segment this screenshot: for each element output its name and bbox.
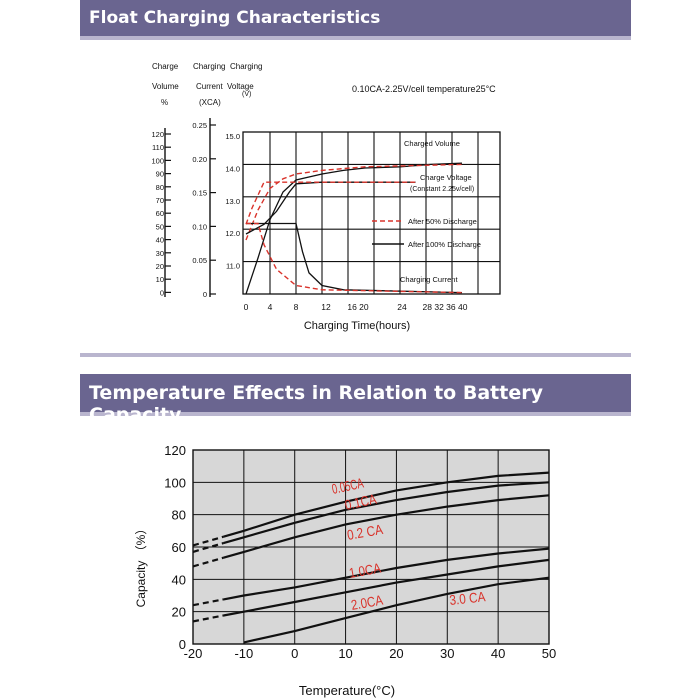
- volume-tick-label: 60: [156, 209, 164, 218]
- series-line-4: [245, 181, 416, 225]
- legend-label-100: After 100% Discharge: [408, 240, 481, 249]
- curve-label-1: 0.05CA: [330, 475, 365, 497]
- x-tick-label: 4: [268, 302, 273, 312]
- series-line-2: [245, 163, 463, 241]
- y-tick-label: 20: [172, 605, 186, 620]
- x-tick-label: 30: [440, 646, 454, 661]
- x-tick-label: 50: [542, 646, 556, 661]
- voltage-header-2: Voltage: [227, 82, 254, 91]
- curve-dashed-1: [192, 535, 224, 547]
- y-tick-label: 60: [172, 540, 186, 555]
- float-charging-chart: 0 4 8 12 16 20 24 28 32 36 40 Charging Time(hou…: [151, 62, 501, 332]
- volume-tick-label: 80: [156, 183, 164, 192]
- float-charging-title: Float Charging Characteristics: [89, 8, 381, 28]
- curve-label-6: 3.0 CA: [449, 588, 487, 608]
- current-tick-label: 0.20: [192, 155, 207, 164]
- volume-tick-label: 20: [156, 262, 164, 271]
- volume-tick-label: 70: [156, 196, 164, 205]
- x-tick-label: 20: [389, 646, 403, 661]
- curve-dashed-3: [192, 556, 224, 568]
- current-tick-label: 0: [203, 290, 207, 299]
- charged-volume-label: Charged Volume: [404, 139, 460, 148]
- curve-4: [223, 547, 550, 601]
- voltage-tick-label: 12.0: [225, 229, 240, 238]
- volume-tick-label: 40: [156, 236, 164, 245]
- temperature-banner: Temperature Effects in Relation to Batte…: [80, 374, 631, 426]
- volume-header-1: Charge: [152, 62, 179, 71]
- legend-label-50: After 50% Discharge: [408, 217, 477, 226]
- current-header-2: Current: [196, 82, 223, 91]
- charge-voltage-sub-label: (Constant 2.25v/cell): [410, 186, 474, 193]
- current-header-1: Charging: [193, 62, 225, 71]
- x-tick-label: 10: [338, 646, 352, 661]
- current-tick-label: 0.05: [192, 256, 207, 265]
- charge-voltage-label: Charge Voltage: [420, 173, 472, 182]
- curve-dashed-2: [192, 542, 224, 553]
- volume-header-2: Volume: [152, 82, 179, 91]
- volume-tick-label: 110: [152, 143, 164, 152]
- curve-dashed-4: [192, 598, 224, 607]
- curve-6: [243, 576, 550, 644]
- y-tick-label: 100: [164, 475, 186, 490]
- condition-label: 0.10CA-2.25V/cell temperature25°C: [352, 84, 496, 94]
- current-tick-label: 0.10: [192, 222, 207, 231]
- x-axis-title: Charging Time(hours): [304, 320, 410, 332]
- current-header-3: (XCA): [199, 98, 221, 107]
- voltage-tick-label: 11.0: [226, 262, 240, 271]
- x-tick-label: 8: [294, 302, 299, 312]
- x-tick-label: -10: [234, 646, 253, 661]
- volume-tick-label: 10: [156, 275, 164, 284]
- curve-label-3: 0.2 CA: [346, 521, 385, 543]
- y-tick-label: 40: [172, 572, 186, 587]
- x-tick-label: 24: [397, 302, 407, 312]
- volume-header-3: %: [161, 98, 168, 107]
- current-tick-label: 0.15: [192, 189, 207, 198]
- curve-5: [223, 558, 550, 617]
- series-line-5: [246, 222, 463, 294]
- section-divider: [80, 353, 631, 357]
- temperature-title: Temperature Effects in Relation to Batte…: [89, 382, 543, 426]
- voltage-tick-label: 14.0: [225, 164, 240, 173]
- voltage-tick-label: 15.0: [225, 132, 240, 141]
- volume-tick-label: 0: [160, 288, 164, 297]
- volume-tick-label: 100: [151, 156, 164, 165]
- series-line-6: [246, 222, 463, 294]
- curve-label-2: 0.1CA: [343, 491, 378, 513]
- y-tick-label: 0: [179, 637, 186, 652]
- x-tick-label: 0: [291, 646, 298, 661]
- x-tick-label: -20: [184, 646, 203, 661]
- curve-2: [223, 481, 550, 545]
- y-tick-label: 80: [172, 508, 186, 523]
- plot-frame: [242, 131, 501, 295]
- x-tick-label: 28 32 36 40: [423, 302, 468, 312]
- curve-label-5: 2.0CA: [350, 592, 385, 613]
- x-tick-label: 12: [321, 302, 331, 312]
- x-tick-label: 40: [491, 646, 505, 661]
- y-axis-title: Capacity （%）: [134, 523, 148, 608]
- curve-3: [223, 494, 550, 559]
- curve-label-4: 1.0CA: [348, 560, 383, 581]
- voltage-header-3: (V): [242, 91, 251, 98]
- x-tick-label: 16 20: [347, 302, 369, 312]
- voltage-tick-label: 13.0: [225, 197, 240, 206]
- volume-tick-label: 50: [156, 222, 164, 231]
- volume-tick-label: 30: [156, 249, 164, 258]
- float-charging-banner: Float Charging Characteristics: [80, 0, 631, 40]
- x-tick-label: 0: [244, 302, 249, 312]
- volume-tick-label: 120: [151, 130, 164, 139]
- charging-current-label: Charging Current: [400, 275, 458, 284]
- curve-dashed-5: [192, 614, 224, 623]
- volume-tick-label: 90: [156, 170, 164, 179]
- current-tick-label: 0.25: [192, 121, 207, 130]
- y-tick-label: 120: [164, 443, 186, 458]
- curve-1: [223, 471, 550, 538]
- x-axis-title: Temperature(°C): [299, 683, 395, 698]
- voltage-header-1: Charging: [230, 62, 262, 71]
